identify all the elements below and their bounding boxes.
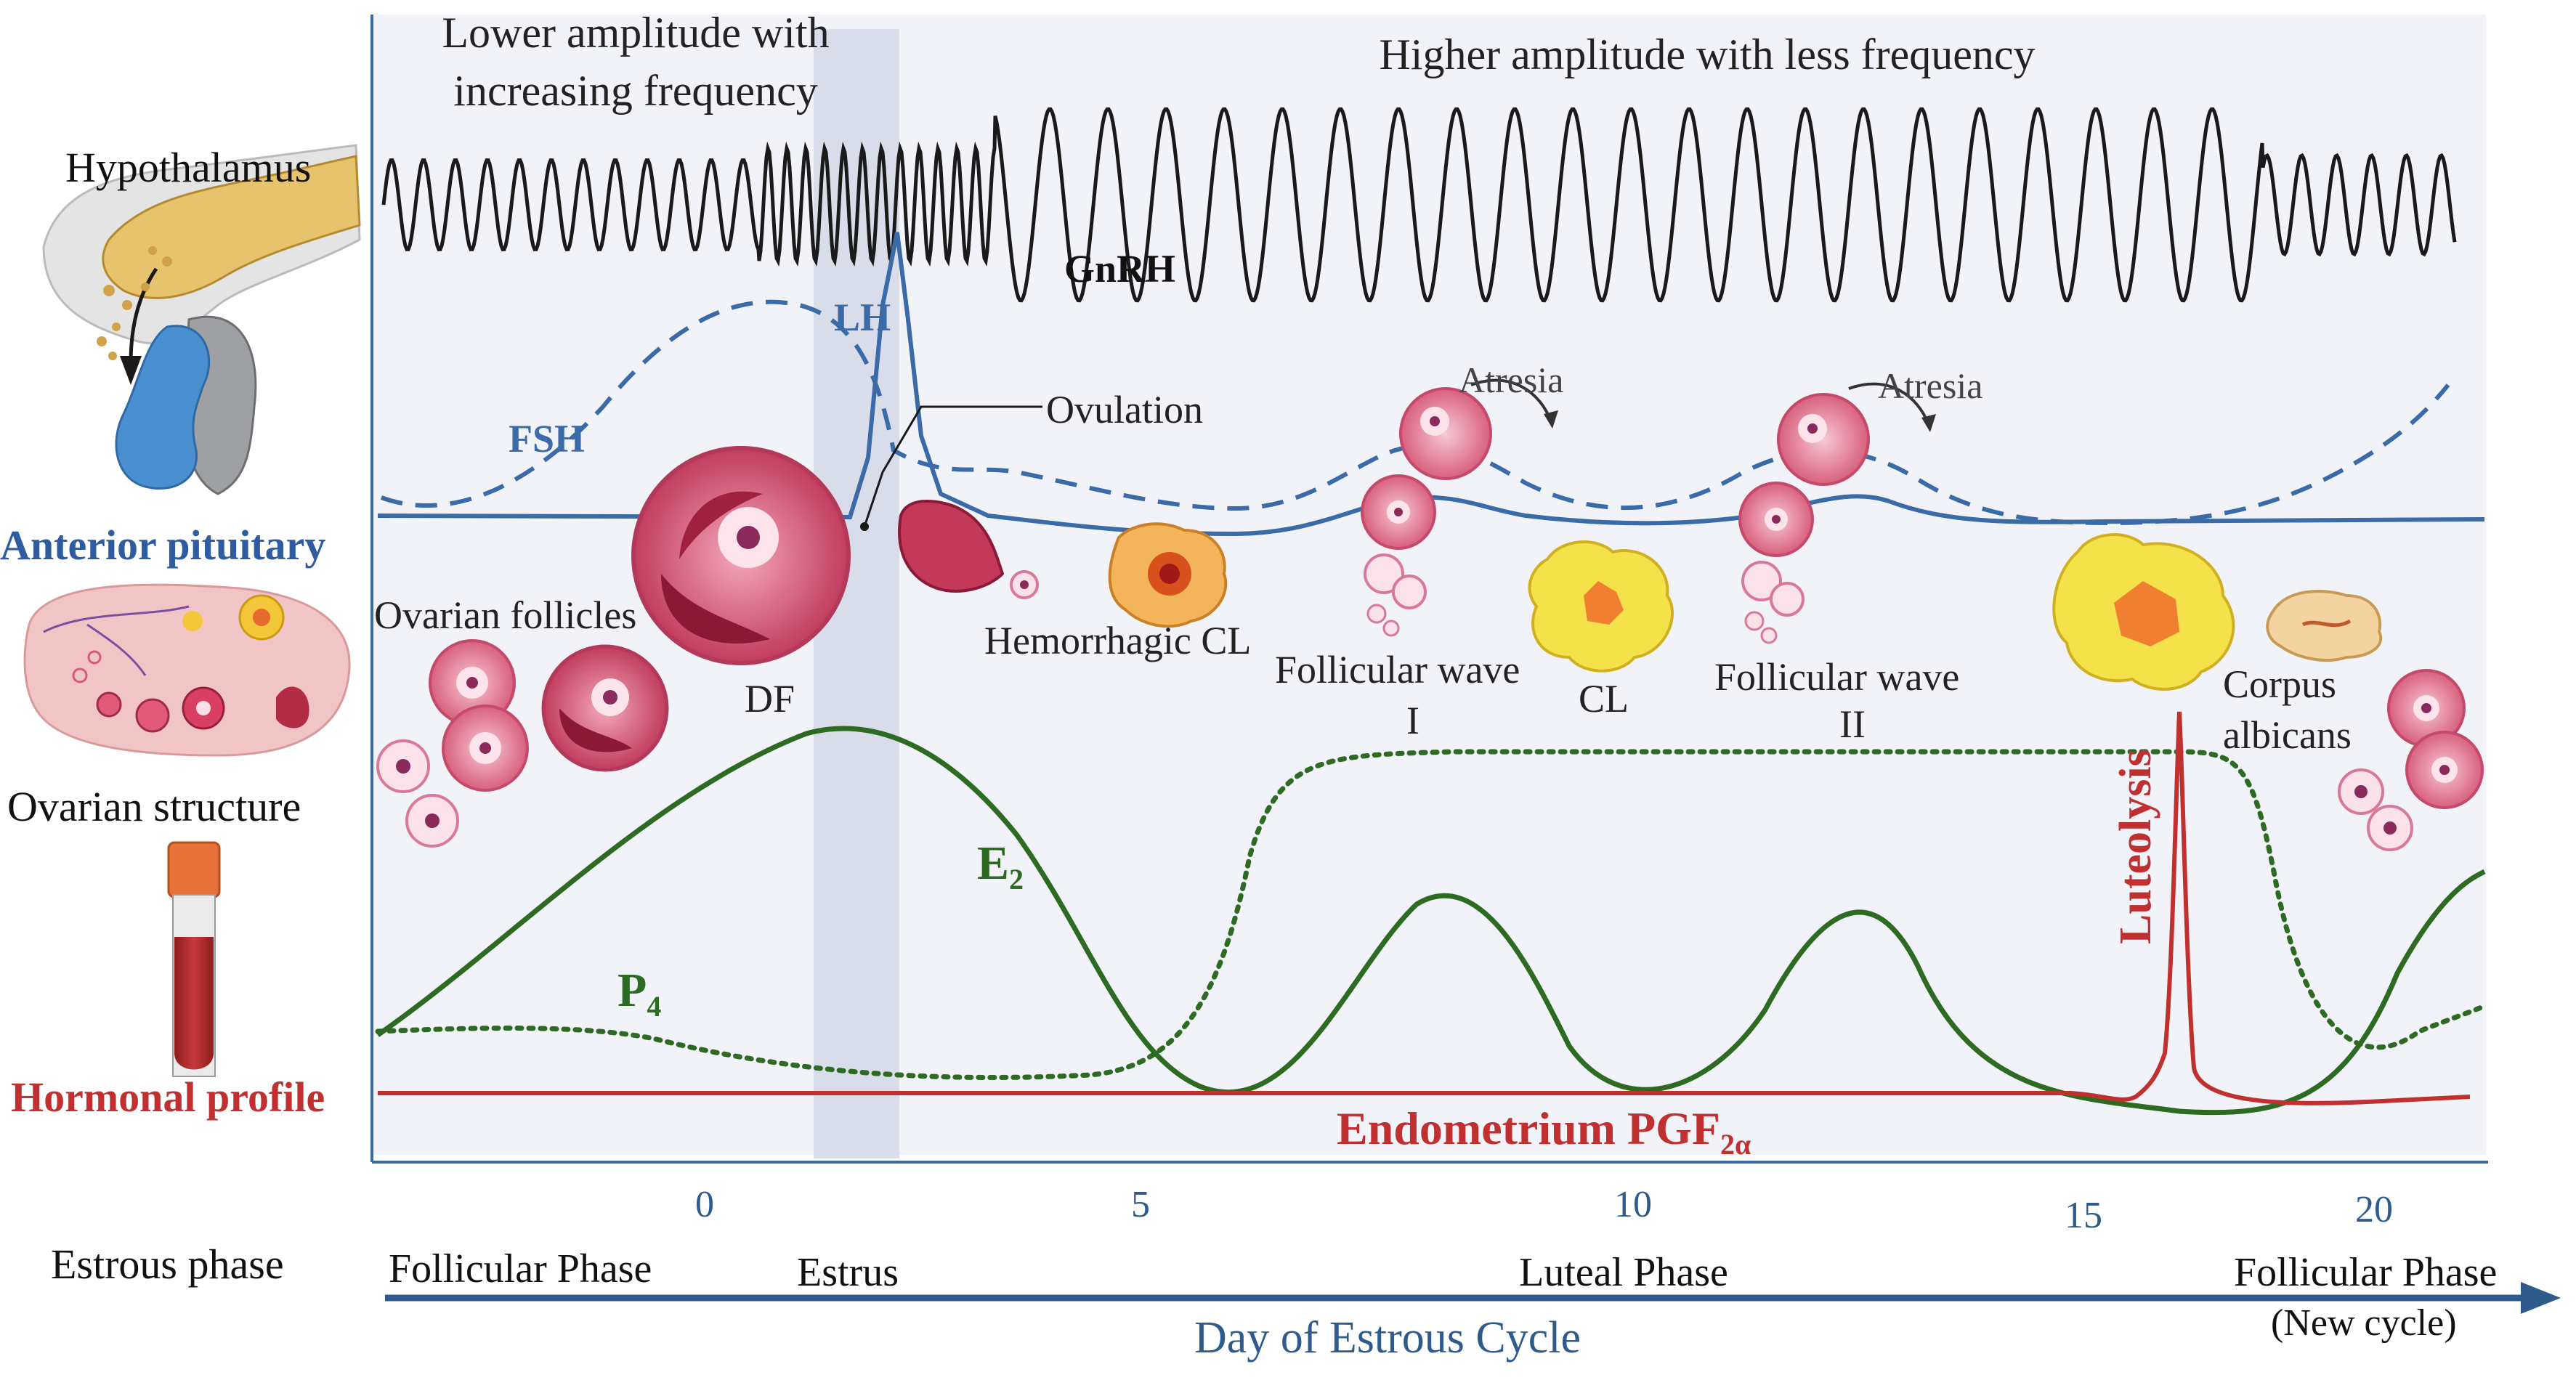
label-ovarian-structure: Ovarian structure [7,783,301,830]
follicular-wave-i-label-line1: Follicular wave [1275,648,1520,691]
hemorrhagic-cl [1108,522,1228,628]
ovary-icon [23,583,351,757]
pgf2a-curve [378,711,2471,1105]
ovulation-leader-line [863,405,1042,527]
day-tick-20: 20 [2355,1189,2393,1230]
ovarian-follicles-right-cluster [2338,669,2484,851]
corpus-albicans-label-line2: albicans [2223,713,2352,757]
label-estrous-phase: Estrous phase [51,1241,284,1288]
follicular-wave-ii-label-line1: Follicular wave [1714,655,1959,699]
e2-label-sub: 2 [1009,863,1024,896]
phase-follicular-new-line1: Follicular Phase [2234,1250,2497,1295]
phase-estrus: Estrus [797,1250,899,1295]
ovarian-follicles-label: Ovarian follicles [374,593,636,637]
phase-luteal: Luteal Phase [1519,1250,1728,1295]
pgf-label-main: Endometrium PGF [1337,1103,1720,1154]
pgf-label-sub: 2α [1720,1128,1751,1161]
day-tick-5: 5 [1131,1184,1150,1225]
e2-label-main: E [977,837,1009,890]
lh-curve [377,232,2485,537]
dominant-follicle [631,446,851,665]
gnrh-high-amplitude: Higher amplitude with less frequency [1379,31,2035,78]
label-anterior-pituitary: Anterior pituitary [0,521,325,569]
follicular-wave-ii-follicles [1738,393,1870,644]
atresia-arrowhead-1 [1544,410,1558,429]
phase-follicular: Follicular Phase [389,1246,652,1291]
e2-label: E2 [977,837,1024,896]
corpus-albicans [2266,590,2383,662]
timeline-arrowhead [2521,1282,2561,1314]
hypothalamus-pituitary-icon [42,144,361,495]
day-tick-0: 0 [695,1184,714,1225]
fsh-label: FSH [509,417,585,460]
large-corpus-luteum [2052,533,2235,691]
label-hormonal-profile: Hormonal profile [11,1073,325,1121]
pgf-label: Endometrium PGF2α [1337,1103,1751,1161]
df-label: DF [745,677,795,721]
atresia-arrow-1 [1470,378,1552,422]
ovulation-point [860,522,869,531]
follicular-wave-i-follicles [1361,387,1492,637]
blood-tube-icon [167,841,221,1077]
atresia-label-2: Atresia [1878,365,1982,406]
ovulation-label: Ovulation [1046,388,1203,431]
corpus-luteum [1528,540,1674,673]
follicular-wave-i-label-line2: I [1406,699,1419,742]
atresia-label-1: Atresia [1459,360,1563,400]
p4-label-main: P [617,964,647,1017]
phase-follicular-new-line2: (New cycle) [2271,1302,2457,1344]
day-tick-15: 15 [2065,1195,2102,1236]
corpus-albicans-label-line1: Corpus [2223,662,2336,706]
p4-curve [375,749,2487,1080]
e2-curve [376,726,2486,1116]
label-hypothalamus: Hypothalamus [65,144,311,191]
gnrh-label: GnRH [1064,247,1175,291]
luteolysis-label: Luteolysis [2111,749,2160,944]
cl-label: CL [1579,677,1629,721]
day-tick-10: 10 [1614,1184,1652,1225]
hemorrhagic-cl-label: Hemorrhagic CL [984,619,1251,662]
follicular-wave-ii-label-line2: II [1839,702,1866,746]
lh-label: LH [834,296,891,339]
gnrh-pulse-line [381,107,2457,303]
atresia-arrowhead-2 [1921,414,1936,432]
gnrh-low-amplitude-line2: increasing frequency [453,67,817,115]
p4-label-sub: 4 [647,990,661,1023]
gnrh-low-amplitude-line1: Lower amplitude with [442,9,829,57]
ovarian-follicles-left-cluster [376,639,669,848]
p4-label: P4 [617,964,661,1023]
atresia-arrow-2 [1848,382,1930,426]
ovulated-follicle [898,500,1039,599]
axis-title: Day of Estrous Cycle [1194,1313,1581,1363]
